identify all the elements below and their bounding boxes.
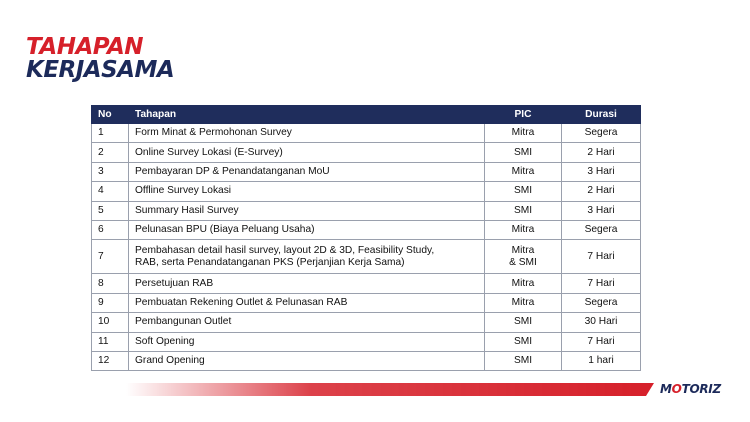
row-stage: Form Minat & Permohonan Survey bbox=[128, 122, 485, 144]
row-no: 7 bbox=[91, 239, 129, 275]
motoriz-logo: MOTORIZ bbox=[660, 382, 721, 396]
table-row: 1 Form Minat & Permohonan Survey Mitra S… bbox=[91, 122, 641, 144]
header-pic: PIC bbox=[484, 105, 562, 124]
header-stage: Tahapan bbox=[128, 105, 485, 124]
row-pic: SMI bbox=[484, 350, 562, 372]
logo-o-letter: O bbox=[671, 382, 682, 396]
row-stage: Soft Opening bbox=[128, 331, 485, 352]
row-pic: SMI bbox=[484, 200, 562, 221]
row-no: 2 bbox=[91, 142, 129, 163]
title-line-2: KERJASAMA bbox=[26, 57, 175, 83]
row-stage-line-2: RAB, serta Penandatanganan PKS (Perjanji… bbox=[135, 256, 405, 268]
header-duration: Durasi bbox=[561, 105, 641, 124]
row-stage: Summary Hasil Survey bbox=[128, 200, 485, 221]
row-stage: Grand Opening bbox=[128, 350, 485, 372]
row-no: 3 bbox=[91, 161, 129, 183]
row-duration: 2 Hari bbox=[561, 142, 641, 163]
row-duration: Segera bbox=[561, 219, 641, 241]
row-pic: Mitra bbox=[484, 161, 562, 183]
row-stage: Persetujuan RAB bbox=[128, 273, 485, 294]
row-pic-line-1: Mitra bbox=[511, 244, 535, 256]
row-pic: Mitra & SMI bbox=[484, 239, 562, 275]
row-stage: Pembuatan Rekening Outlet & Pelunasan RA… bbox=[128, 292, 485, 314]
footer-stripe-band bbox=[126, 383, 654, 396]
row-duration: 3 Hari bbox=[561, 200, 641, 221]
table-row: 3 Pembayaran DP & Penandatanganan MoU Mi… bbox=[91, 161, 641, 183]
row-stage: Online Survey Lokasi (E-Survey) bbox=[128, 142, 485, 163]
row-no: 6 bbox=[91, 219, 129, 241]
table-row: 8 Persetujuan RAB Mitra 7 Hari bbox=[91, 273, 641, 294]
table-row: 11 Soft Opening SMI 7 Hari bbox=[91, 331, 641, 352]
row-duration: 7 Hari bbox=[561, 273, 641, 294]
row-pic-line-2: & SMI bbox=[509, 256, 537, 268]
row-stage-line-1: Pembahasan detail hasil survey, layout 2… bbox=[135, 244, 435, 256]
table-row: 10 Pembangunan Outlet SMI 30 Hari bbox=[91, 312, 641, 333]
row-duration: 3 Hari bbox=[561, 161, 641, 183]
row-pic: SMI bbox=[484, 181, 562, 202]
row-no: 5 bbox=[91, 200, 129, 221]
row-no: 10 bbox=[91, 312, 129, 333]
row-pic: Mitra bbox=[484, 219, 562, 241]
table-row: 5 Summary Hasil Survey SMI 3 Hari bbox=[91, 200, 641, 221]
title-line-1: TAHAPAN bbox=[26, 34, 144, 60]
row-stage: Pembayaran DP & Penandatanganan MoU bbox=[128, 161, 485, 183]
row-pic: Mitra bbox=[484, 273, 562, 294]
stages-table: No Tahapan PIC Durasi 1 Form Minat & Per… bbox=[91, 105, 641, 372]
row-duration: 7 Hari bbox=[561, 331, 641, 352]
row-duration: 30 Hari bbox=[561, 312, 641, 333]
row-pic: SMI bbox=[484, 312, 562, 333]
table-header-row: No Tahapan PIC Durasi bbox=[91, 105, 641, 124]
row-stage: Pembangunan Outlet bbox=[128, 312, 485, 333]
page-title: TAHAPAN KERJASAMA bbox=[26, 34, 175, 83]
table-row: 4 Offline Survey Lokasi SMI 2 Hari bbox=[91, 181, 641, 202]
row-no: 8 bbox=[91, 273, 129, 294]
row-no: 12 bbox=[91, 350, 129, 372]
table-row: 7 Pembahasan detail hasil survey, layout… bbox=[91, 239, 641, 275]
row-stage: Offline Survey Lokasi bbox=[128, 181, 485, 202]
row-no: 11 bbox=[91, 331, 129, 352]
row-pic: Mitra bbox=[484, 292, 562, 314]
header-no: No bbox=[91, 105, 129, 124]
table-row: 12 Grand Opening SMI 1 hari bbox=[91, 350, 641, 372]
row-no: 9 bbox=[91, 292, 129, 314]
row-no: 1 bbox=[91, 122, 129, 144]
table-row: 9 Pembuatan Rekening Outlet & Pelunasan … bbox=[91, 292, 641, 314]
table-row: 2 Online Survey Lokasi (E-Survey) SMI 2 … bbox=[91, 142, 641, 163]
row-stage: Pembahasan detail hasil survey, layout 2… bbox=[128, 239, 485, 275]
row-duration: 1 hari bbox=[561, 350, 641, 372]
row-duration: 7 Hari bbox=[561, 239, 641, 275]
row-duration: Segera bbox=[561, 292, 641, 314]
row-pic: Mitra bbox=[484, 122, 562, 144]
row-stage: Pelunasan BPU (Biaya Peluang Usaha) bbox=[128, 219, 485, 241]
table-row: 6 Pelunasan BPU (Biaya Peluang Usaha) Mi… bbox=[91, 219, 641, 241]
row-no: 4 bbox=[91, 181, 129, 202]
row-pic: SMI bbox=[484, 142, 562, 163]
row-duration: 2 Hari bbox=[561, 181, 641, 202]
row-pic: SMI bbox=[484, 331, 562, 352]
row-duration: Segera bbox=[561, 122, 641, 144]
